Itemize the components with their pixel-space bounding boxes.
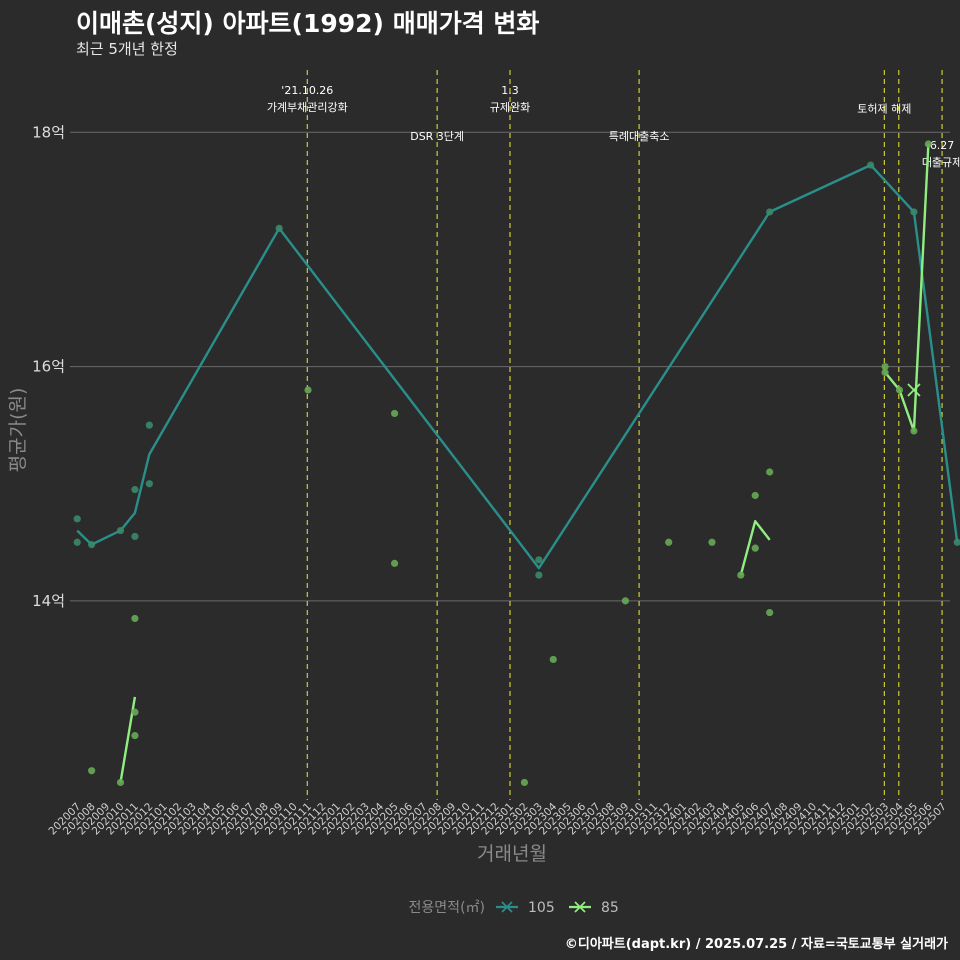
series-85-point (751, 544, 759, 552)
legend-swatch-cross (574, 901, 586, 913)
series-85-point (881, 362, 889, 371)
chart-subtitle: 최근 5개년 한정 (76, 40, 178, 58)
series-105-point (145, 421, 153, 429)
series-85-point (131, 614, 139, 623)
series-105-point (535, 556, 543, 564)
series-105-point (73, 538, 81, 546)
series-105-point (145, 480, 153, 488)
event-label: 토허제 해제 (857, 101, 911, 115)
series-85-point (924, 140, 932, 148)
series-85-point (131, 708, 139, 716)
series-85-point (737, 571, 745, 579)
series-105-point (867, 161, 875, 169)
series-85-point (131, 731, 139, 740)
series-85-point (390, 409, 399, 418)
legend-swatch-cross (501, 901, 513, 913)
series-85-point (751, 491, 759, 500)
series-105-point (766, 208, 774, 216)
legend-title: 전용면적(㎡) (409, 900, 485, 916)
series-105-point (275, 224, 283, 232)
chart-title: 이매촌(성지) 아파트(1992) 매매가격 변화 (76, 9, 540, 38)
series-85-line (739, 520, 771, 576)
series-85-point (766, 468, 774, 476)
series-105-point (910, 208, 918, 216)
series-85-point (910, 427, 918, 435)
event-label: 특례대출축소 (609, 130, 670, 143)
event-label: DSR 3단계 (410, 130, 464, 143)
event-label: 대출규제 (922, 156, 960, 169)
series-105-point (131, 532, 139, 541)
source-caption: ©디아파트(dapt.kr) / 2025.07.25 / 자료=국토교통부 실… (564, 937, 948, 952)
series-85-point (665, 538, 673, 546)
series-85-point (520, 778, 529, 787)
series-85-cross-marker (907, 383, 921, 397)
series-105-point (116, 526, 125, 535)
event-label: '21.10.26 (281, 84, 333, 97)
series-85-point (708, 538, 716, 546)
series-85-point (621, 597, 630, 605)
series-85-point (766, 608, 774, 617)
event-label: 1.3 (501, 84, 519, 97)
y-tick-label: 14억 (32, 592, 65, 610)
legend-label: 85 (601, 900, 619, 916)
legend-label: 105 (528, 900, 555, 916)
series-105-point (953, 538, 960, 546)
series-105-point (73, 515, 81, 523)
y-tick-label: 18억 (32, 123, 65, 141)
series-85-point (88, 767, 96, 775)
series-105-point (131, 485, 139, 494)
series-85-point (895, 386, 904, 394)
event-label: 6.27 (930, 139, 955, 152)
series-85-point (116, 778, 125, 787)
series-105-point (88, 541, 96, 549)
series-85-point (549, 655, 557, 664)
series-105-point (535, 571, 543, 579)
event-label: 규제완화 (490, 101, 530, 114)
y-axis-title: 평균가(원) (7, 388, 29, 473)
series-85-point (304, 386, 312, 394)
series-85-point (390, 559, 399, 567)
event-label: 가계부채관리강화 (267, 101, 348, 114)
series-85-line (884, 143, 930, 433)
x-axis-title: 거래년월 (477, 843, 547, 865)
y-tick-label: 16억 (32, 358, 65, 376)
series-85-point (881, 368, 889, 377)
